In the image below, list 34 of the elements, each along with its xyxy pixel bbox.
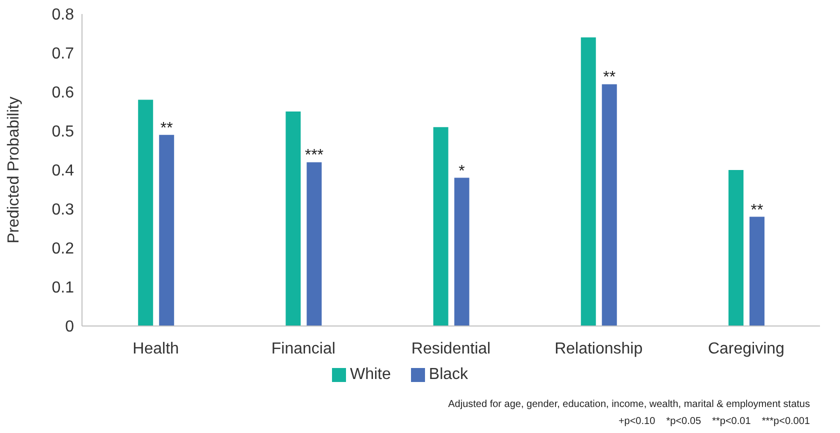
legend-label: White — [350, 366, 391, 383]
annotation: ** — [750, 202, 764, 219]
y-tick-label: 0.4 — [52, 162, 74, 180]
annotation: *** — [304, 147, 324, 164]
bar — [454, 178, 470, 326]
x-tick-label: Financial — [271, 340, 336, 358]
x-tick-label: Residential — [411, 340, 491, 358]
y-tick-label: 0.2 — [52, 240, 74, 258]
annotation: ** — [160, 120, 173, 137]
bar — [433, 127, 448, 326]
y-tick-label: 0.7 — [52, 46, 74, 63]
x-tick-label: Relationship — [554, 340, 643, 358]
y-tick-label: 0.6 — [52, 84, 74, 102]
annotation: * — [458, 162, 465, 180]
text: +p<0.10 *p<0.05 **p<0.01 ***p<0.001 — [617, 415, 810, 429]
x-tick-label: Health — [132, 340, 179, 358]
text: Adjusted for age, gender, education, income, wealth, marital & employment status — [448, 398, 810, 412]
y-tick-label: 0.3 — [52, 202, 74, 219]
y-tick-label: 0.8 — [52, 6, 74, 24]
bar — [138, 100, 154, 326]
bar — [159, 134, 174, 326]
y-tick-label: 0 — [65, 318, 74, 336]
annotation: ** — [603, 69, 616, 86]
bar — [306, 162, 322, 326]
y-tick-label: 0.1 — [52, 280, 74, 297]
bar — [286, 112, 301, 326]
bar — [728, 170, 744, 326]
y-tick-label: 0.5 — [52, 124, 74, 141]
legend-label: Black — [428, 366, 468, 383]
x-tick-label: Caregiving — [708, 340, 784, 358]
y-axis-title: Predicted Probability — [6, 96, 23, 244]
bar — [602, 84, 617, 326]
bar — [749, 216, 764, 326]
bar — [580, 37, 596, 326]
